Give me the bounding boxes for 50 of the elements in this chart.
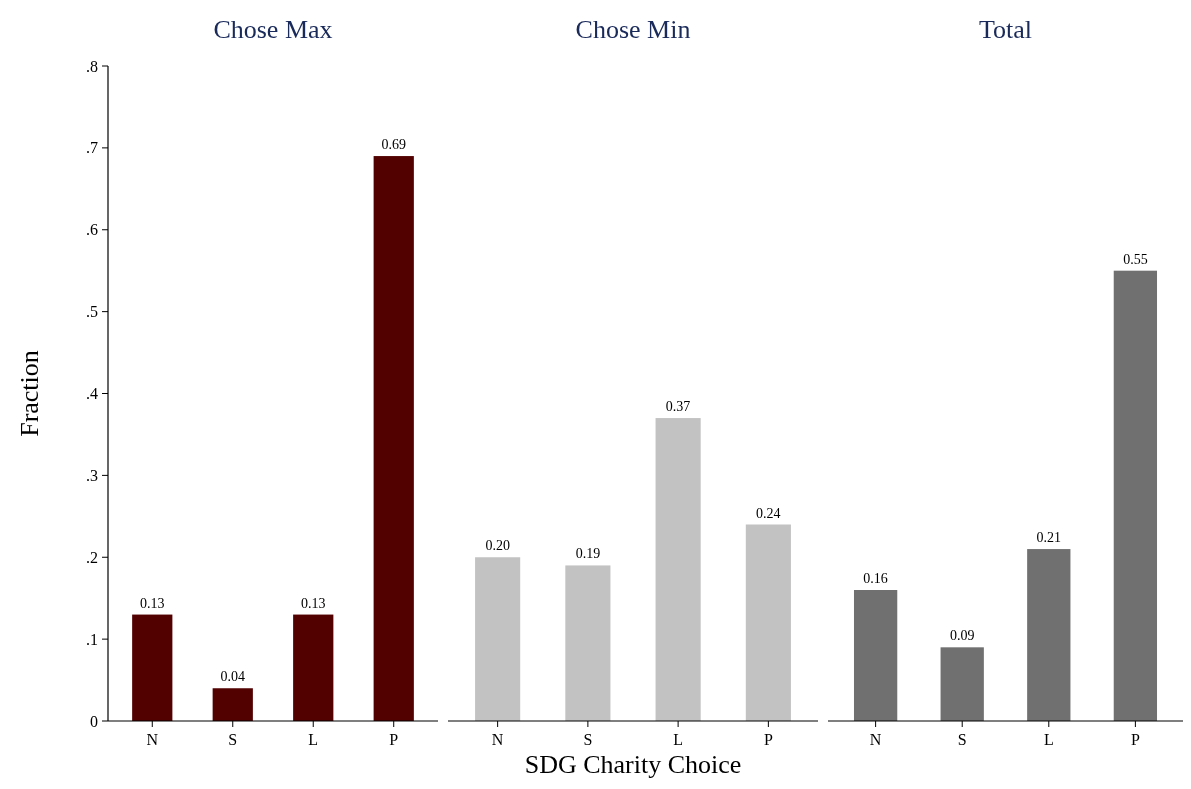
x-tick-label: P xyxy=(763,731,773,748)
data-label: 0.24 xyxy=(756,505,781,521)
y-tick-label: .3 xyxy=(86,466,98,484)
bar xyxy=(212,688,253,721)
data-label: 0.21 xyxy=(1036,530,1062,546)
x-axis-title: SDG Charity Choice xyxy=(524,750,742,779)
y-tick-label: 0 xyxy=(90,712,98,730)
x-tick-label: N xyxy=(869,731,882,748)
data-label: 0.16 xyxy=(863,571,888,586)
x-tick-label: P xyxy=(389,731,399,748)
chart-title: Chose Min xyxy=(575,15,691,44)
data-label: 0.09 xyxy=(949,628,975,644)
x-tick-label: N xyxy=(146,731,159,748)
x-tick-label: L xyxy=(673,731,684,748)
y-tick-label: .1 xyxy=(86,630,98,648)
bar xyxy=(655,418,701,721)
chart-title: Total xyxy=(978,15,1033,44)
bar xyxy=(475,557,521,721)
bar xyxy=(745,524,791,721)
bar xyxy=(373,156,414,721)
data-label: 0.19 xyxy=(575,546,601,562)
bar xyxy=(940,647,984,721)
chart-title: Chose Max xyxy=(213,15,333,44)
data-label: 0.04 xyxy=(220,669,246,685)
data-label: 0.37 xyxy=(665,399,691,415)
data-label: 0.20 xyxy=(485,538,510,554)
x-tick-label: P xyxy=(1130,731,1140,748)
bar xyxy=(853,590,898,721)
bar xyxy=(565,565,611,721)
x-tick-label: S xyxy=(228,731,238,748)
bar xyxy=(293,614,334,721)
data-label: 0.55 xyxy=(1123,251,1148,267)
x-tick-label: N xyxy=(491,731,504,748)
y-axis-title: Fraction xyxy=(15,350,44,437)
x-tick-label: L xyxy=(308,731,319,748)
data-label: 0.13 xyxy=(140,595,165,611)
data-label: 0.13 xyxy=(300,595,326,611)
y-tick-label: .4 xyxy=(86,385,98,403)
bar xyxy=(1113,270,1158,721)
y-tick-label: .5 xyxy=(86,303,98,321)
bar xyxy=(132,614,173,721)
x-tick-label: S xyxy=(957,731,967,748)
y-tick-label: .7 xyxy=(86,139,98,157)
y-tick-label: .8 xyxy=(86,57,98,75)
y-tick-label: .2 xyxy=(86,548,98,566)
data-label: 0.69 xyxy=(381,137,406,153)
bar xyxy=(1027,549,1071,721)
x-tick-label: L xyxy=(1043,731,1054,748)
x-tick-label: S xyxy=(583,731,593,748)
y-tick-label: .6 xyxy=(86,221,98,239)
